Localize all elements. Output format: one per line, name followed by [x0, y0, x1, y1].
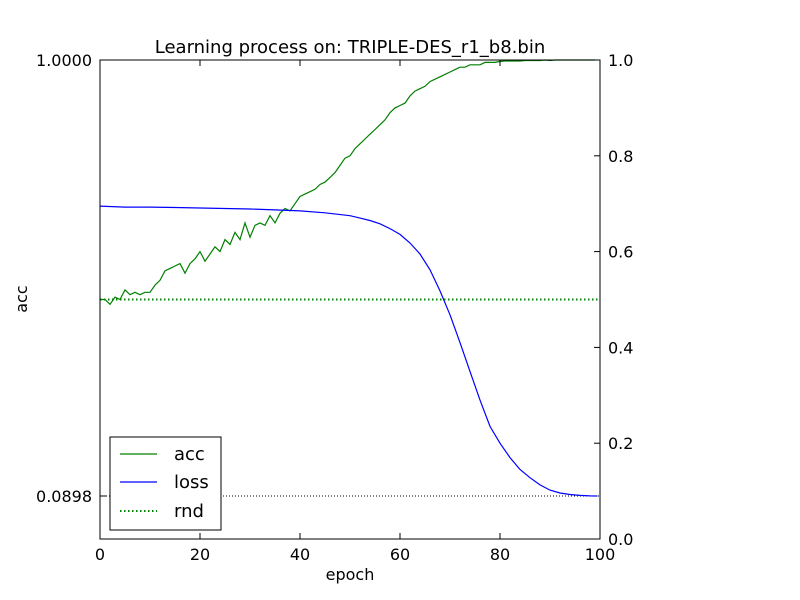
series-layer	[99, 59, 600, 497]
right-y-tick-label: 0.0	[608, 530, 633, 549]
left-y-tick-label: 1.0000	[36, 51, 92, 70]
legend-rnd-label: rnd	[174, 501, 204, 522]
legend: acc loss rnd	[109, 436, 222, 531]
right-y-tick-label: 0.2	[608, 434, 633, 453]
right-y-tick-label: 0.8	[608, 147, 633, 166]
right-y-tick-label: 0.6	[608, 243, 633, 262]
loss-line	[99, 205, 598, 497]
x-tick-label: 80	[490, 545, 510, 564]
chart-title: Learning process on: TRIPLE-DES_r1_b8.bi…	[155, 37, 545, 58]
acc-line	[100, 59, 595, 306]
plot-frame	[99, 59, 601, 540]
x-tick-label: 60	[390, 545, 410, 564]
right-y-tick-label: 0.4	[608, 338, 633, 357]
x-axis-label: epoch	[326, 565, 375, 584]
x-tick-label: 100	[585, 545, 616, 564]
y-axis-label: acc	[12, 285, 31, 312]
legend-loss-label: loss	[174, 472, 209, 493]
x-tick-label: 20	[190, 545, 210, 564]
legend-box	[109, 436, 222, 531]
x-tick-label: 40	[290, 545, 310, 564]
right-y-tick-label: 1.0	[608, 51, 633, 70]
x-tick-label: 0	[95, 545, 105, 564]
left-y-tick-label: 0.0898	[36, 487, 92, 506]
legend-acc-label: acc	[174, 444, 205, 465]
